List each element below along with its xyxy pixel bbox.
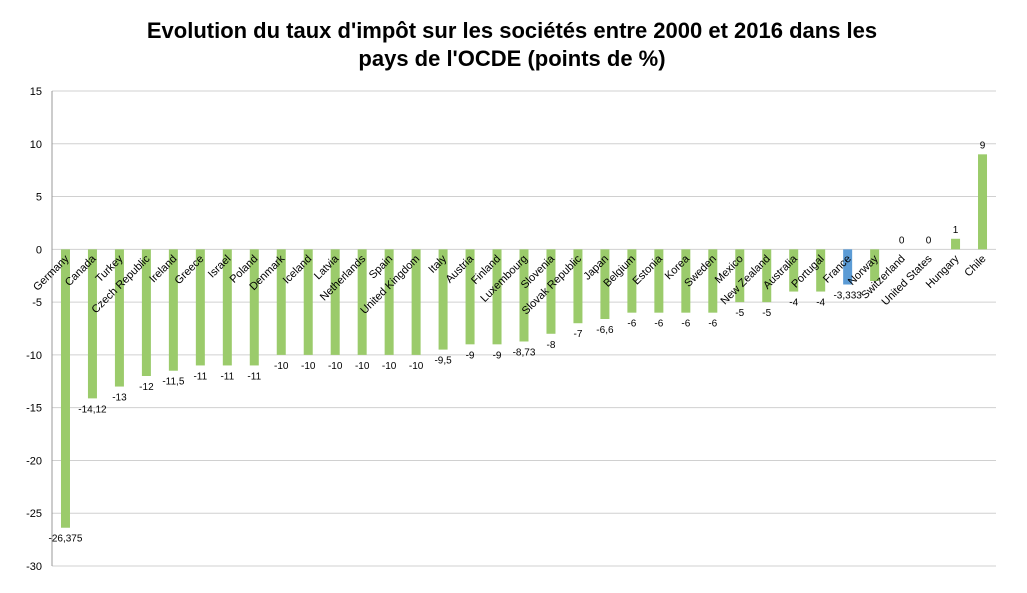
bar (978, 154, 988, 250)
bar (870, 249, 880, 281)
y-tick-label: 5 (36, 192, 42, 204)
value-label: -9,5 (434, 356, 452, 367)
value-label: -10 (274, 361, 289, 372)
bar (573, 249, 583, 324)
bar (465, 249, 475, 345)
bar (249, 249, 259, 366)
bar (600, 249, 610, 319)
value-label: -5 (762, 308, 771, 319)
x-tick-label: Chile (962, 253, 988, 279)
bar (519, 249, 529, 342)
value-label: -8 (547, 340, 556, 351)
value-label: -6 (708, 319, 717, 330)
value-label: -11 (220, 371, 234, 382)
bar (438, 249, 448, 350)
bar (87, 249, 97, 399)
bar (411, 249, 421, 355)
value-label: -10 (355, 361, 370, 372)
value-label: -5 (735, 308, 744, 319)
y-tick-label: -30 (26, 561, 42, 573)
y-tick-label: -15 (26, 403, 42, 415)
value-label: -14,12 (78, 404, 107, 415)
bar (222, 249, 232, 366)
bar (195, 249, 205, 366)
y-tick-label: -10 (26, 350, 42, 362)
value-label: -4 (789, 298, 798, 309)
value-label: -7 (573, 329, 582, 340)
value-label: -8,73 (513, 347, 536, 358)
value-label: -11 (193, 371, 207, 382)
value-label: -6 (627, 319, 636, 330)
value-label: -6 (654, 319, 663, 330)
bar (627, 249, 637, 313)
value-label: -12 (139, 382, 154, 393)
value-label: -13 (112, 393, 127, 404)
bar (492, 249, 502, 345)
value-label: -6,6 (596, 325, 614, 336)
value-label: -9 (466, 350, 475, 361)
value-label: -11,5 (162, 377, 184, 388)
y-tick-label: -5 (32, 297, 42, 309)
value-label: -10 (382, 361, 397, 372)
value-label: 1 (953, 225, 959, 236)
value-label: 9 (980, 140, 986, 151)
value-label: -4 (816, 298, 825, 309)
bar (681, 249, 691, 313)
value-label: -11 (247, 371, 261, 382)
bar (276, 249, 286, 355)
bar (789, 249, 799, 292)
value-label: -10 (328, 361, 343, 372)
value-label: 0 (899, 235, 905, 246)
bar (357, 249, 367, 355)
bar (141, 249, 151, 376)
bar (951, 238, 961, 250)
bar (762, 249, 772, 303)
bar (546, 249, 556, 334)
bar (114, 249, 124, 387)
bar (816, 249, 826, 292)
y-tick-label: 0 (36, 244, 42, 256)
value-label: -10 (409, 361, 424, 372)
value-label: 0 (926, 235, 932, 246)
value-label: -3,333 (833, 291, 862, 302)
value-label: -26,375 (49, 534, 83, 545)
value-label: -9 (493, 350, 502, 361)
bar (843, 249, 853, 285)
value-label: -10 (301, 361, 316, 372)
bar (168, 249, 178, 371)
y-tick-label: -20 (26, 455, 42, 467)
chart-title: pays de l'OCDE (points de %) (358, 46, 665, 71)
y-tick-label: 15 (30, 86, 42, 98)
y-tick-label: 10 (30, 139, 42, 151)
bar (654, 249, 664, 313)
value-label: -6 (681, 319, 690, 330)
bar (384, 249, 394, 355)
bar (60, 249, 70, 528)
chart-title: Evolution du taux d'impôt sur les sociét… (147, 18, 877, 43)
bar (303, 249, 313, 355)
bar (735, 249, 745, 303)
bar (708, 249, 718, 313)
y-tick-label: -25 (26, 508, 42, 520)
bar (330, 249, 340, 355)
